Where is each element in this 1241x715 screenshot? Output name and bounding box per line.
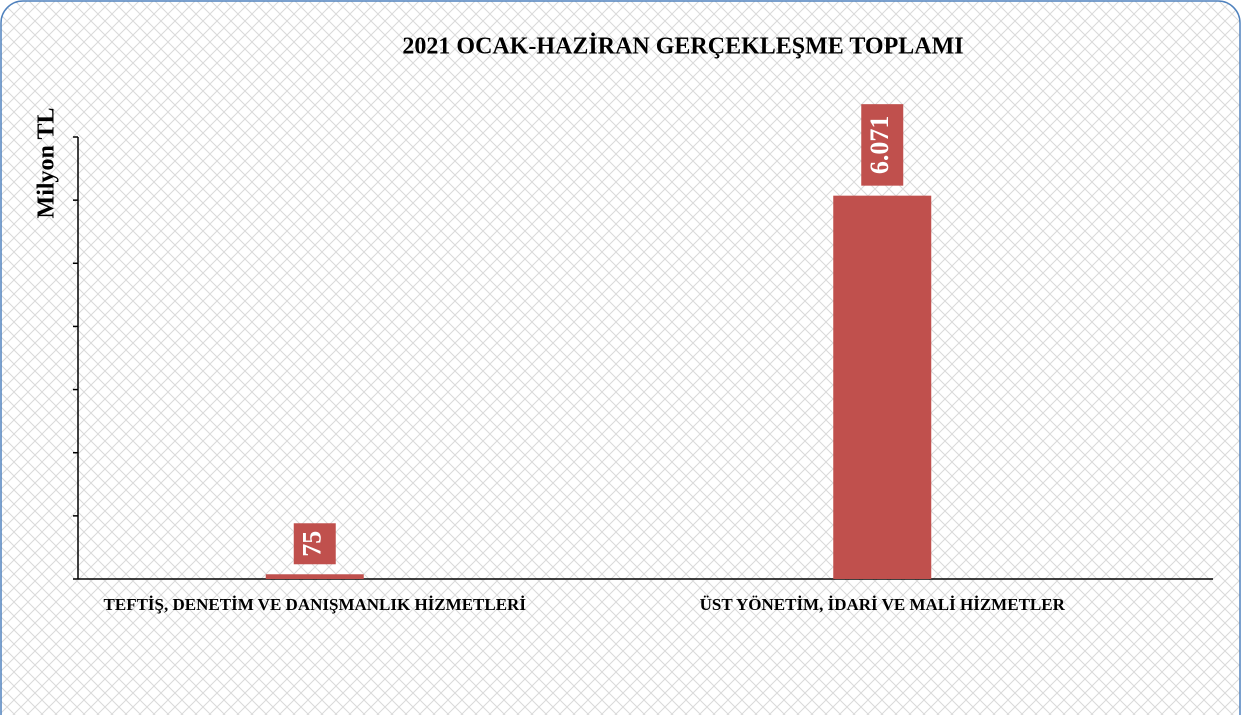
- y-axis-label: Milyon TL: [34, 108, 60, 219]
- bar: [833, 195, 932, 579]
- value-label-box: [293, 523, 336, 565]
- value-label-box: [861, 104, 904, 186]
- chart-title: 2021 OCAK-HAZİRAN GERÇEKLEŞME TOPLAMI: [402, 34, 963, 60]
- x-tick-label: TEFTİŞ, DENETİM VE DANIŞMANLIK HİZMETLER…: [104, 595, 527, 614]
- x-tick-label: ÜST YÖNETİM, İDARİ VE MALİ HİZMETLER: [700, 595, 1066, 614]
- bar: [265, 574, 364, 579]
- value-label: 6.071: [865, 116, 894, 175]
- value-label: 75: [298, 531, 327, 557]
